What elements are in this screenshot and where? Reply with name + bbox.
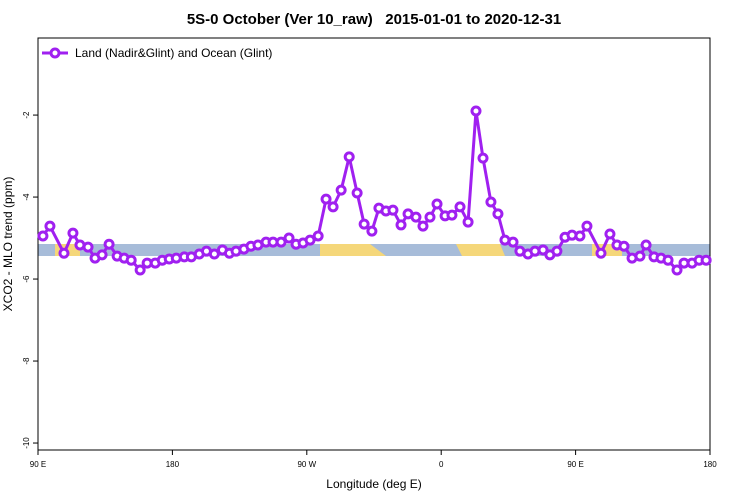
point [417,220,429,232]
point [58,247,70,259]
point [387,204,399,216]
point [462,216,474,228]
legend-label: Land (Nadir&Glint) and Ocean (Glint) [75,46,272,60]
x-tick-label: 90 W [297,460,316,469]
y-axis-label: XCO2 - MLO trend (ppm) [1,177,15,312]
point [320,193,332,205]
point [366,225,378,237]
point [327,201,339,213]
point [574,230,586,242]
point [662,254,674,266]
point [82,241,94,253]
land-ocean-band [38,244,710,256]
point [44,220,56,232]
point [103,238,115,250]
point [634,250,646,262]
plot-frame [37,37,711,451]
y-tick-label: -6 [22,275,31,283]
x-tick-label: 180 [703,460,717,469]
point [424,211,436,223]
y-tick-label: -2 [22,111,31,119]
point [507,236,519,248]
point [604,228,616,240]
point [335,184,347,196]
point [275,236,287,248]
point [410,211,422,223]
legend-marker [49,47,61,59]
point [431,198,443,210]
point [446,209,458,221]
point [343,151,355,163]
land-band [456,244,505,256]
land-band [320,244,386,256]
point [454,201,466,213]
point [581,220,593,232]
point [395,219,407,231]
x-tick-label: 90 E [30,460,46,469]
x-tick-label: 90 E [567,460,583,469]
point [671,264,683,276]
x-tick-label: 0 [439,460,444,469]
point [125,254,137,266]
point [283,232,295,244]
x-tick-label: 180 [166,460,180,469]
point [485,196,497,208]
legend: Land (Nadir&Glint) and Ocean (Glint) [42,46,272,60]
point [492,208,504,220]
chart-title: 5S-0 October (Ver 10_raw) 2015-01-01 to … [187,11,561,28]
point [351,187,363,199]
y-tick-label: -4 [22,193,31,201]
x-axis-label: Longitude (deg E) [326,477,421,491]
point [595,247,607,259]
point [312,230,324,242]
point [537,244,549,256]
point [700,254,712,266]
point [134,264,146,276]
y-tick-label: -10 [22,437,31,449]
point [67,227,79,239]
point [618,240,630,252]
point [304,234,316,246]
point [640,239,652,251]
point [96,249,108,261]
point [358,218,370,230]
point [208,248,220,260]
y-tick-label: -8 [22,357,31,365]
point [477,152,489,164]
point [551,245,563,257]
point [37,230,49,242]
point [470,105,482,117]
